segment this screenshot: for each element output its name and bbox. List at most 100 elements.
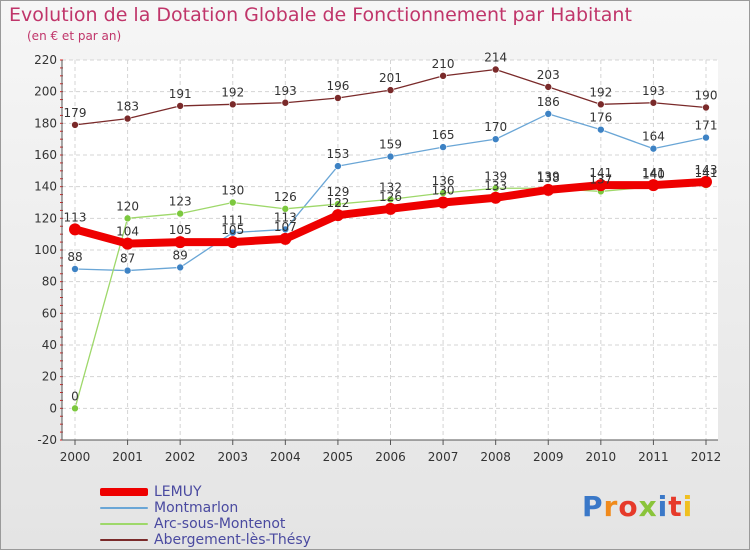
data-label-lemuy: 105 bbox=[221, 223, 244, 237]
data-label-arc-sous-montenot: 132 bbox=[379, 180, 402, 194]
y-tick-label: 80 bbox=[42, 275, 57, 289]
y-tick-label: 120 bbox=[34, 211, 57, 225]
data-point-montmarlon bbox=[491, 135, 500, 143]
data-label-abergement-les-thesy: 192 bbox=[589, 85, 612, 99]
y-tick-label: 40 bbox=[42, 338, 57, 352]
data-label-lemuy: 105 bbox=[169, 223, 192, 237]
data-point-abergement-les-thesy bbox=[702, 103, 710, 112]
data-label-lemuy: 104 bbox=[116, 225, 139, 239]
x-tick-label: 2008 bbox=[480, 450, 511, 464]
data-label-arc-sous-montenot: 126 bbox=[274, 190, 297, 204]
data-label-montmarlon: 88 bbox=[67, 250, 82, 264]
data-label-arc-sous-montenot: 120 bbox=[116, 199, 139, 213]
y-tick-label: 0 bbox=[49, 401, 57, 415]
x-tick-label: 2006 bbox=[375, 450, 406, 464]
data-label-arc-sous-montenot: 123 bbox=[169, 195, 192, 209]
data-label-abergement-les-thesy: 179 bbox=[64, 106, 87, 120]
data-label-arc-sous-montenot: 139 bbox=[537, 169, 560, 183]
logo-letter: r bbox=[603, 490, 619, 523]
data-point-montmarlon bbox=[123, 266, 132, 275]
data-label-arc-sous-montenot: 141 bbox=[695, 166, 718, 180]
data-label-lemuy: 107 bbox=[274, 220, 297, 234]
data-label-abergement-les-thesy: 192 bbox=[221, 85, 244, 99]
data-label-abergement-les-thesy: 193 bbox=[642, 84, 665, 98]
data-label-lemuy: 113 bbox=[64, 210, 87, 224]
legend-swatch bbox=[100, 523, 148, 525]
legend-label: LEMUY bbox=[154, 484, 202, 500]
data-point-abergement-les-thesy bbox=[281, 98, 290, 107]
data-label-montmarlon: 176 bbox=[589, 111, 612, 125]
proxiti-logo: Proxiti bbox=[582, 490, 693, 523]
data-label-lemuy: 141 bbox=[589, 166, 612, 180]
y-tick-label: 220 bbox=[34, 53, 57, 67]
data-point-lemuy bbox=[279, 232, 292, 245]
legend-swatch bbox=[100, 488, 148, 496]
data-point-montmarlon bbox=[544, 110, 553, 118]
x-tick-label: 2007 bbox=[428, 450, 459, 464]
data-point-abergement-les-thesy bbox=[228, 100, 237, 109]
data-point-lemuy bbox=[700, 175, 712, 188]
data-label-montmarlon: 153 bbox=[326, 147, 349, 161]
data-label-arc-sous-montenot: 129 bbox=[326, 185, 349, 199]
data-point-lemuy bbox=[647, 179, 660, 192]
x-tick-label: 2010 bbox=[586, 450, 617, 464]
logo-letter: x bbox=[638, 490, 658, 523]
data-label-abergement-les-thesy: 193 bbox=[274, 84, 297, 98]
data-point-abergement-les-thesy bbox=[597, 100, 605, 109]
logo-letter: P bbox=[582, 490, 604, 523]
data-point-abergement-les-thesy bbox=[649, 98, 658, 107]
data-label-arc-sous-montenot: 139 bbox=[484, 169, 507, 183]
data-label-montmarlon: 87 bbox=[120, 252, 135, 266]
data-point-abergement-les-thesy bbox=[123, 114, 132, 123]
legend-swatch bbox=[100, 507, 148, 509]
legend-label: Arc-sous-Montenot bbox=[154, 516, 286, 532]
data-point-montmarlon bbox=[386, 152, 395, 161]
data-label-abergement-les-thesy: 203 bbox=[537, 68, 560, 82]
y-tick-label: 160 bbox=[34, 148, 57, 162]
data-label-montmarlon: 164 bbox=[642, 130, 665, 144]
data-point-lemuy bbox=[331, 209, 344, 222]
x-tick-label: 2004 bbox=[270, 450, 301, 464]
data-label-montmarlon: 165 bbox=[432, 128, 455, 142]
data-point-lemuy bbox=[542, 183, 555, 196]
x-tick-label: 2005 bbox=[323, 450, 354, 464]
data-point-montmarlon bbox=[71, 265, 79, 273]
y-tick-label: 180 bbox=[34, 116, 57, 130]
y-tick-label: 140 bbox=[34, 180, 57, 194]
data-label-lemuy: 141 bbox=[642, 166, 665, 180]
data-point-montmarlon bbox=[702, 133, 710, 142]
data-label-abergement-les-thesy: 190 bbox=[695, 89, 718, 103]
y-tick-label: 200 bbox=[34, 85, 57, 99]
data-point-arc-sous-montenot bbox=[334, 200, 342, 208]
data-label-abergement-les-thesy: 210 bbox=[432, 57, 455, 71]
chart-title: Evolution de la Dotation Globale de Fonc… bbox=[9, 4, 632, 26]
chart-subtitle: (en € et par an) bbox=[27, 29, 122, 43]
x-tick-label: 2009 bbox=[533, 450, 564, 464]
data-point-montmarlon bbox=[176, 263, 184, 272]
data-point-montmarlon bbox=[649, 144, 658, 153]
logo-letter: i bbox=[682, 490, 694, 523]
data-point-lemuy bbox=[384, 202, 397, 215]
data-point-montmarlon bbox=[597, 125, 605, 134]
data-label-abergement-les-thesy: 196 bbox=[326, 79, 349, 93]
data-label-lemuy: 122 bbox=[326, 196, 349, 210]
x-tick-label: 2002 bbox=[165, 450, 196, 464]
data-point-lemuy bbox=[226, 236, 239, 249]
data-point-lemuy bbox=[69, 223, 81, 236]
data-point-lemuy bbox=[594, 179, 607, 192]
data-label-arc-sous-montenot: 140 bbox=[642, 168, 665, 182]
x-tick-label: 2001 bbox=[112, 450, 143, 464]
data-point-abergement-les-thesy bbox=[334, 94, 342, 102]
data-point-arc-sous-montenot bbox=[123, 214, 132, 223]
x-tick-label: 2003 bbox=[217, 450, 248, 464]
data-point-montmarlon bbox=[334, 162, 342, 170]
legend-swatch bbox=[100, 539, 148, 541]
y-tick-label: 60 bbox=[42, 306, 57, 320]
legend-label: Montmarlon bbox=[154, 500, 239, 516]
data-label-abergement-les-thesy: 191 bbox=[169, 87, 192, 101]
data-point-lemuy bbox=[174, 236, 187, 249]
data-label-lemuy: 130 bbox=[432, 184, 455, 198]
y-tick-label: -20 bbox=[37, 433, 57, 447]
data-label-montmarlon: 186 bbox=[537, 95, 560, 109]
data-label-montmarlon: 89 bbox=[173, 248, 188, 262]
